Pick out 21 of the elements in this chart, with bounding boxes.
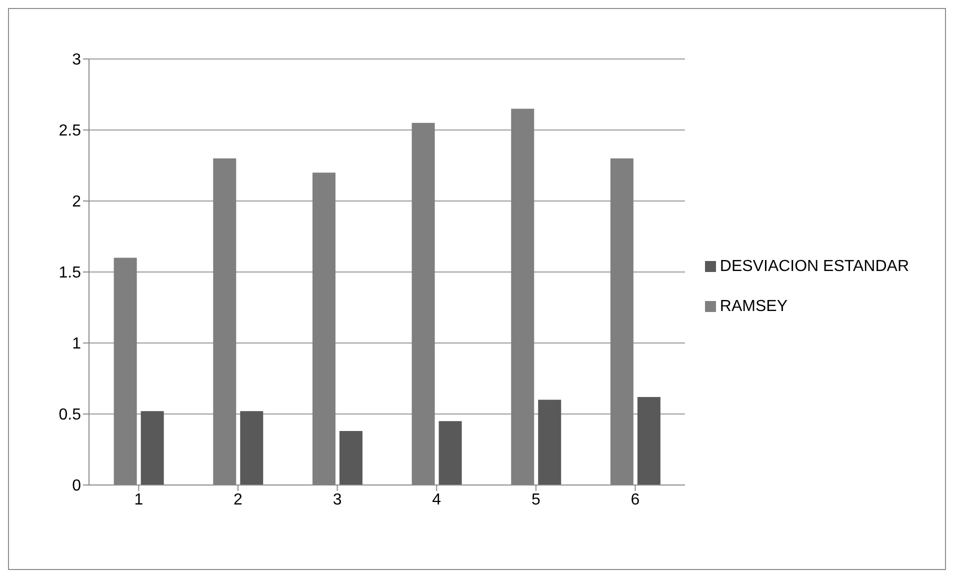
y-tick-label: 2 [72, 194, 82, 211]
x-tick-label: 4 [432, 491, 442, 508]
y-tick-label: 1 [72, 336, 82, 353]
x-tick-label: 2 [234, 491, 243, 508]
y-tick-label: 0 [72, 478, 82, 495]
y-tick-label: 1.5 [58, 264, 82, 282]
y-tick-label: 2.5 [58, 122, 82, 140]
bar [438, 421, 462, 485]
bar [140, 411, 164, 485]
x-tick-label: 1 [134, 491, 144, 508]
bar [240, 411, 264, 485]
bar [339, 431, 362, 485]
bar [538, 400, 562, 485]
bar [637, 396, 660, 485]
y-tick-label: 3 [72, 52, 82, 69]
x-tick-label: 3 [332, 491, 342, 508]
legend-label: DESVIACION ESTANDAR [720, 258, 909, 275]
y-tick-label: 0.5 [58, 406, 82, 424]
x-tick-label: 5 [531, 491, 540, 508]
legend-label: RAMSEY [720, 298, 788, 315]
x-tick-label: 6 [630, 491, 640, 508]
